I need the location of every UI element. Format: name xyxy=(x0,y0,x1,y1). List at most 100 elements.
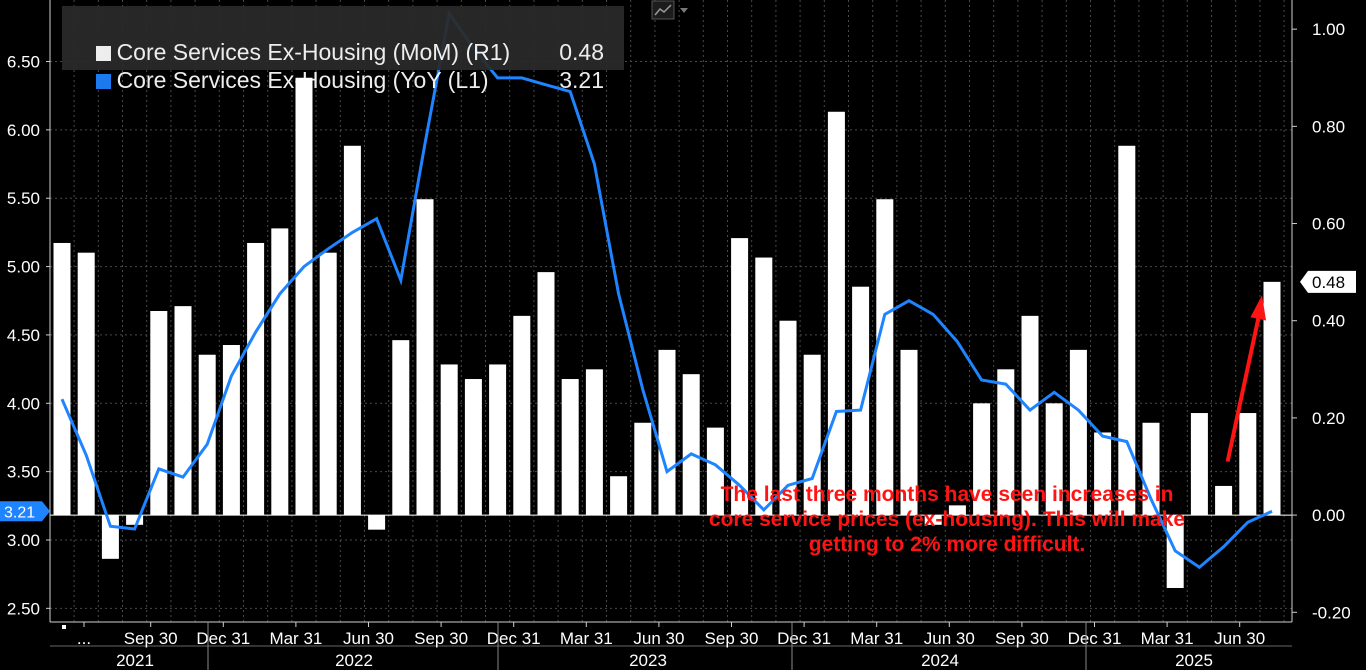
x-tick-label: Mar 31 xyxy=(560,629,613,648)
right-tick-label: 0.40 xyxy=(1312,312,1345,331)
mom-bar xyxy=(731,238,749,516)
mom-bar xyxy=(440,364,458,516)
legend-yoy-label: Core Services Ex-Housing (YoY (L1) xyxy=(116,67,489,93)
yoy-line xyxy=(60,9,1273,570)
x-tick-label: Sep 30 xyxy=(705,629,759,648)
mom-bar xyxy=(77,252,95,516)
left-tick-label: 5.50 xyxy=(7,189,40,208)
mom-bar xyxy=(973,403,991,516)
left-marker-label: 3.21 xyxy=(4,504,35,521)
mom-bar xyxy=(755,257,773,516)
mom-bar xyxy=(513,315,531,516)
mom-bar xyxy=(1215,485,1233,516)
mom-bar xyxy=(271,228,289,516)
legend-yoy-value: 3.21 xyxy=(559,67,604,93)
mom-bar xyxy=(1021,315,1039,516)
mom-bar xyxy=(198,354,216,516)
mom-bar xyxy=(779,320,797,516)
right-tick-label: 0.20 xyxy=(1312,409,1345,428)
mom-bar xyxy=(295,77,313,516)
left-tick-label: 6.50 xyxy=(7,53,40,72)
left-tick-label: 2.50 xyxy=(7,599,40,618)
left-tick-label: 4.50 xyxy=(7,326,40,345)
mom-bar xyxy=(368,515,386,530)
x-tick-label: Jun 30 xyxy=(1214,629,1265,648)
x-tick-label: Sep 30 xyxy=(414,629,468,648)
left-tick-label: 3.00 xyxy=(7,531,40,550)
x-tick-label: Mar 31 xyxy=(1141,629,1194,648)
mom-bar xyxy=(561,379,579,516)
legend-mom-value: 0.48 xyxy=(559,39,604,65)
mom-bar xyxy=(997,369,1015,516)
mom-bar xyxy=(222,345,240,516)
left-tick-label: 3.50 xyxy=(7,463,40,482)
mom-bar xyxy=(900,349,918,516)
right-axis: -0.20 0.00 0.20 0.40 0.60 0.80 1.00 0.48 xyxy=(1291,0,1356,622)
mom-bars xyxy=(53,77,1281,588)
right-tick-label: -0.20 xyxy=(1312,603,1351,622)
left-marker xyxy=(0,501,50,522)
yoy-swatch xyxy=(95,74,111,89)
arrow-head xyxy=(1250,295,1267,321)
x-tick-label: Dec 31 xyxy=(1068,629,1122,648)
x-tick-label: Jun 30 xyxy=(633,629,684,648)
mom-bar xyxy=(682,374,700,516)
left-tick-label: 4.00 xyxy=(7,394,40,413)
mom-bar xyxy=(392,340,410,516)
x-tick-label: Sep 30 xyxy=(124,629,178,648)
mom-bar xyxy=(827,111,845,516)
arrow-shaft xyxy=(1225,300,1264,463)
year-label: 2022 xyxy=(335,651,373,670)
mom-bar xyxy=(610,476,628,516)
mom-bar xyxy=(948,505,966,516)
mom-bar xyxy=(416,199,434,516)
mom-bar xyxy=(537,272,555,516)
mom-bar xyxy=(803,354,821,516)
right-marker-label: 0.48 xyxy=(1312,273,1345,292)
year-label: 2025 xyxy=(1175,651,1213,670)
year-label: 2021 xyxy=(116,651,154,670)
chart-type-toggle[interactable] xyxy=(650,0,696,22)
mom-bar xyxy=(1045,403,1063,516)
mom-bar xyxy=(658,349,676,516)
x-axis: ... Sep 30 Dec 31 Mar 31 Jun 30 Sep 30 Dec 31 M… xyxy=(50,621,1292,670)
mom-bar xyxy=(585,369,603,516)
mom-bar xyxy=(924,515,942,525)
mom-bar xyxy=(1239,413,1257,516)
mom-bar xyxy=(489,364,507,516)
year-label: 2023 xyxy=(629,651,667,670)
mom-bar xyxy=(343,145,361,516)
left-tick-label: 5.00 xyxy=(7,258,40,277)
x-tick-label: Mar 31 xyxy=(269,629,322,648)
mom-bar xyxy=(852,286,870,516)
x-tick-label: Dec 31 xyxy=(487,629,541,648)
grid-lines xyxy=(50,0,1292,622)
mom-bar xyxy=(876,199,894,516)
x-tick-label: Mar 31 xyxy=(850,629,903,648)
x-start-marker xyxy=(62,625,66,629)
legend-item-mom[interactable]: Core Services Ex-Housing (MoM) (R1) 0.48 xyxy=(70,10,616,65)
right-tick-label: 0.60 xyxy=(1312,215,1345,234)
red-arrow xyxy=(1225,295,1267,463)
x-tick-label: Sep 30 xyxy=(995,629,1049,648)
legend: Core Services Ex-Housing (MoM) (R1) 0.48 … xyxy=(62,6,624,93)
line-chart-icon xyxy=(651,0,688,20)
x-tick-label: ... xyxy=(77,629,91,648)
right-tick-label: 0.80 xyxy=(1312,117,1345,136)
right-tick-label: 1.00 xyxy=(1312,20,1345,39)
x-tick-label: Dec 31 xyxy=(196,629,250,648)
x-tick-label: Jun 30 xyxy=(343,629,394,648)
left-tick-label: 6.00 xyxy=(7,121,40,140)
mom-swatch xyxy=(95,46,111,61)
mom-bar xyxy=(1069,349,1087,516)
legend-mom-label: Core Services Ex-Housing (MoM) (R1) xyxy=(116,39,511,65)
mom-bar xyxy=(706,427,724,516)
legend-item-yoy[interactable]: Core Services Ex-Housing (YoY (L1) 3.21 xyxy=(70,38,616,93)
mom-bar xyxy=(247,242,265,516)
mom-bar xyxy=(634,422,652,516)
mom-bar xyxy=(1190,413,1208,516)
left-axis: 2.50 3.00 3.50 4.00 4.50 5.00 5.50 6.00 6.50 3.21 xyxy=(0,0,51,622)
year-label: 2024 xyxy=(921,651,959,670)
mom-bar xyxy=(319,252,337,516)
